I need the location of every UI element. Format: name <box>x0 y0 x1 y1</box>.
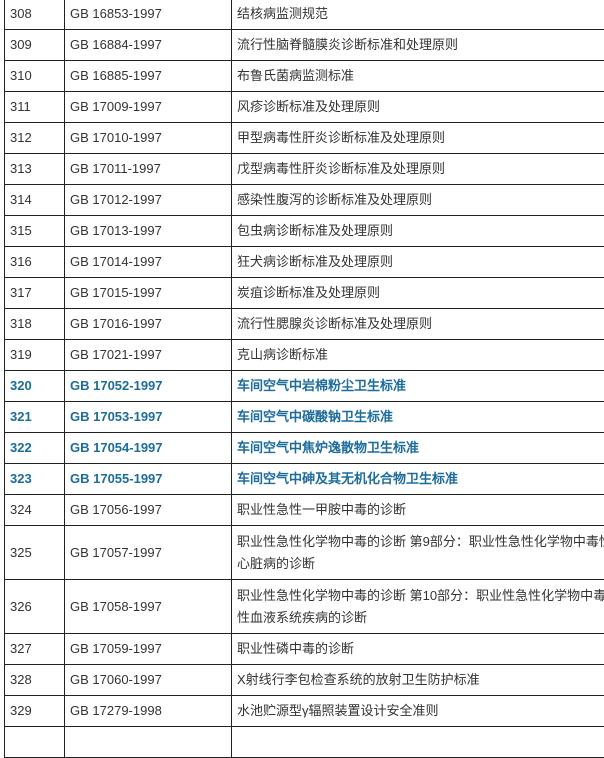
standard-code: GB 17015-1997 <box>65 278 232 309</box>
row-number: 314 <box>5 185 65 216</box>
standard-code[interactable]: GB 17055-1997 <box>65 464 232 495</box>
row-number: 329 <box>5 696 65 727</box>
row-number: 310 <box>5 61 65 92</box>
row-number: 326 <box>5 580 65 634</box>
row-number[interactable]: 323 <box>5 464 65 495</box>
standard-code: GB 17059-1997 <box>65 634 232 665</box>
standard-code: GB 17012-1997 <box>65 185 232 216</box>
row-number[interactable]: 321 <box>5 402 65 433</box>
standard-title: 包虫病诊断标准及处理原则 <box>232 216 604 247</box>
standard-title[interactable]: 车间空气中碳酸钠卫生标准 <box>232 402 604 433</box>
table-row <box>5 727 604 758</box>
row-number: 316 <box>5 247 65 278</box>
standard-code: GB 17013-1997 <box>65 216 232 247</box>
standard-title: 职业性磷中毒的诊断 <box>232 634 604 665</box>
row-number: 319 <box>5 340 65 371</box>
standard-code: GB 17021-1997 <box>65 340 232 371</box>
row-number: 317 <box>5 278 65 309</box>
standard-code: GB 17016-1997 <box>65 309 232 340</box>
standard-code: GB 17058-1997 <box>65 580 232 634</box>
standard-code: GB 16884-1997 <box>65 30 232 61</box>
standard-code: GB 17011-1997 <box>65 154 232 185</box>
standard-code: GB 17014-1997 <box>65 247 232 278</box>
standard-title: 克山病诊断标准 <box>232 340 604 371</box>
standard-title: 职业性急性化学物中毒的诊断 第9部分：职业性急性化学物中毒性心脏病的诊断 <box>232 526 604 580</box>
standard-title: 流行性腮腺炎诊断标准及处理原则 <box>232 309 604 340</box>
standard-title: 布鲁氏菌病监测标准 <box>232 61 604 92</box>
standard-code: GB 17060-1997 <box>65 665 232 696</box>
standard-title: 风疹诊断标准及处理原则 <box>232 92 604 123</box>
standard-title: 流行性脑脊髓膜炎诊断标准和处理原则 <box>232 30 604 61</box>
row-number: 312 <box>5 123 65 154</box>
row-number: 313 <box>5 154 65 185</box>
row-number: 318 <box>5 309 65 340</box>
standard-title[interactable]: 车间空气中焦炉逸散物卫生标准 <box>232 433 604 464</box>
row-number <box>5 727 65 758</box>
standard-code: GB 17009-1997 <box>65 92 232 123</box>
standard-title: 水池贮源型γ辐照装置设计安全准则 <box>232 696 604 727</box>
row-number: 324 <box>5 495 65 526</box>
standard-title <box>232 727 604 758</box>
standard-title: 戊型病毒性肝炎诊断标准及处理原则 <box>232 154 604 185</box>
row-number: 311 <box>5 92 65 123</box>
standard-title: 感染性腹泻的诊断标准及处理原则 <box>232 185 604 216</box>
standard-title: X射线行李包检查系统的放射卫生防护标准 <box>232 665 604 696</box>
standard-title: 炭疽诊断标准及处理原则 <box>232 278 604 309</box>
standard-code: GB 17056-1997 <box>65 495 232 526</box>
standard-title[interactable]: 车间空气中砷及其无机化合物卫生标准 <box>232 464 604 495</box>
standard-code[interactable]: GB 17052-1997 <box>65 371 232 402</box>
standard-title: 职业性急性化学物中毒的诊断 第10部分：职业性急性化学物中毒性血液系统疾病的诊断 <box>232 580 604 634</box>
standard-title[interactable]: 车间空气中岩棉粉尘卫生标准 <box>232 371 604 402</box>
standard-code <box>65 727 232 758</box>
standard-code[interactable]: GB 17054-1997 <box>65 433 232 464</box>
standard-title: 狂犬病诊断标准及处理原则 <box>232 247 604 278</box>
standard-code: GB 17057-1997 <box>65 526 232 580</box>
row-number[interactable]: 320 <box>5 371 65 402</box>
standard-title: 职业性急性一甲胺中毒的诊断 <box>232 495 604 526</box>
standard-title: 结核病监测规范 <box>232 0 604 30</box>
row-number: 309 <box>5 30 65 61</box>
row-number[interactable]: 322 <box>5 433 65 464</box>
row-number: 308 <box>5 0 65 30</box>
standard-code[interactable]: GB 17053-1997 <box>65 402 232 433</box>
standard-code: GB 16853-1997 <box>65 0 232 30</box>
row-number: 325 <box>5 526 65 580</box>
row-number: 327 <box>5 634 65 665</box>
standard-code: GB 17279-1998 <box>65 696 232 727</box>
standard-code: GB 16885-1997 <box>65 61 232 92</box>
standard-code: GB 17010-1997 <box>65 123 232 154</box>
standard-title: 甲型病毒性肝炎诊断标准及处理原则 <box>232 123 604 154</box>
row-number: 315 <box>5 216 65 247</box>
row-number: 328 <box>5 665 65 696</box>
